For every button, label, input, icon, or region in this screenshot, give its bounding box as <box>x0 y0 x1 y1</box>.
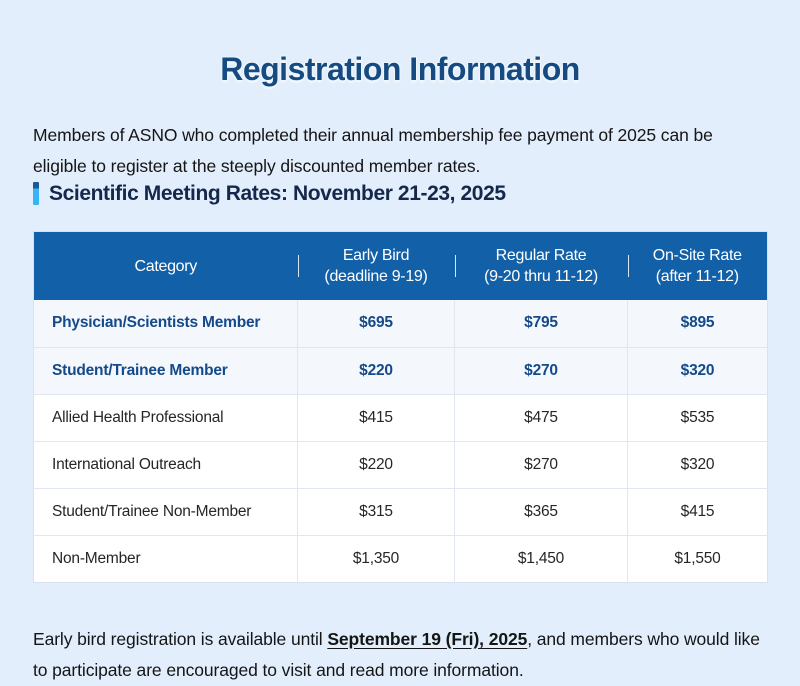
table-row: International Outreach $220 $270 $320 <box>33 440 768 488</box>
cell-onsite-rate: $320 <box>627 346 768 394</box>
table-row: Non-Member $1,350 $1,450 $1,550 <box>33 534 768 582</box>
table-row: Student/Trainee Member $220 $270 $320 <box>33 346 768 394</box>
cell-early-bird: $315 <box>297 487 455 535</box>
scientific-meeting-rates-table: Category Early Bird (deadline 9-19) Regu… <box>33 231 768 583</box>
cell-category: Allied Health Professional <box>33 393 298 441</box>
cell-regular-rate: $270 <box>454 346 628 394</box>
cell-onsite-rate: $415 <box>627 487 768 535</box>
section-heading: Scientific Meeting Rates: November 21-23… <box>33 182 506 205</box>
column-header-early-bird: Early Bird (deadline 9-19) <box>297 231 455 300</box>
cell-early-bird: $220 <box>297 346 455 394</box>
column-header-onsite-rate: On-Site Rate (after 11-12) <box>627 231 768 300</box>
cell-onsite-rate: $320 <box>627 440 768 488</box>
cell-onsite-rate: $1,550 <box>627 534 768 582</box>
cell-early-bird: $1,350 <box>297 534 455 582</box>
column-header-category-line1: Category <box>134 257 198 275</box>
column-header-early-bird-line1: Early Bird <box>342 247 410 264</box>
cell-category: Physician/Scientists Member <box>33 300 298 347</box>
cell-category: Student/Trainee Non-Member <box>33 487 298 535</box>
cell-early-bird: $415 <box>297 393 455 441</box>
footer-note-after: , and members who would like to particip… <box>33 628 760 680</box>
table-row: Physician/Scientists Member $695 $795 $8… <box>33 300 768 347</box>
cell-regular-rate: $1,450 <box>454 534 628 582</box>
column-header-category: Category <box>33 231 298 300</box>
page-title: Registration Information <box>220 51 580 88</box>
cell-early-bird: $695 <box>297 300 455 347</box>
column-header-onsite-rate-line2: (after 11-12) <box>655 268 739 285</box>
column-header-regular-rate-line2: (9-20 thru 11-12) <box>484 268 598 285</box>
column-header-regular-rate-line1: Regular Rate <box>495 247 587 264</box>
footer-note-deadline: September 19 (Fri), 2025 <box>327 628 528 649</box>
cell-onsite-rate: $535 <box>627 393 768 441</box>
table-row: Student/Trainee Non-Member $315 $365 $41… <box>33 487 768 535</box>
column-header-early-bird-line2: (deadline 9-19) <box>324 268 428 285</box>
cell-category: Non-Member <box>33 534 298 582</box>
cell-regular-rate: $475 <box>454 393 628 441</box>
cell-category: Student/Trainee Member <box>33 346 298 394</box>
table-body: Physician/Scientists Member $695 $795 $8… <box>33 300 768 582</box>
accent-bar-icon <box>33 182 39 205</box>
footer-note: Early bird registration is available unt… <box>33 624 773 686</box>
intro-paragraph: Members of ASNO who completed their annu… <box>33 124 713 176</box>
section-heading-label: Scientific Meeting Rates: November 21-23… <box>49 182 506 205</box>
table-header: Category Early Bird (deadline 9-19) Regu… <box>33 231 768 300</box>
cell-regular-rate: $365 <box>454 487 628 535</box>
cell-regular-rate: $795 <box>454 300 628 347</box>
column-header-regular-rate: Regular Rate (9-20 thru 11-12) <box>454 231 628 300</box>
cell-category: International Outreach <box>33 440 298 488</box>
cell-onsite-rate: $895 <box>627 300 768 347</box>
cell-regular-rate: $270 <box>454 440 628 488</box>
table-header-row: Category Early Bird (deadline 9-19) Regu… <box>33 231 768 300</box>
table-row: Allied Health Professional $415 $475 $53… <box>33 393 768 441</box>
cell-early-bird: $220 <box>297 440 455 488</box>
column-header-onsite-rate-line1: On-Site Rate <box>652 247 742 264</box>
footer-note-before: Early bird registration is available unt… <box>33 628 328 649</box>
